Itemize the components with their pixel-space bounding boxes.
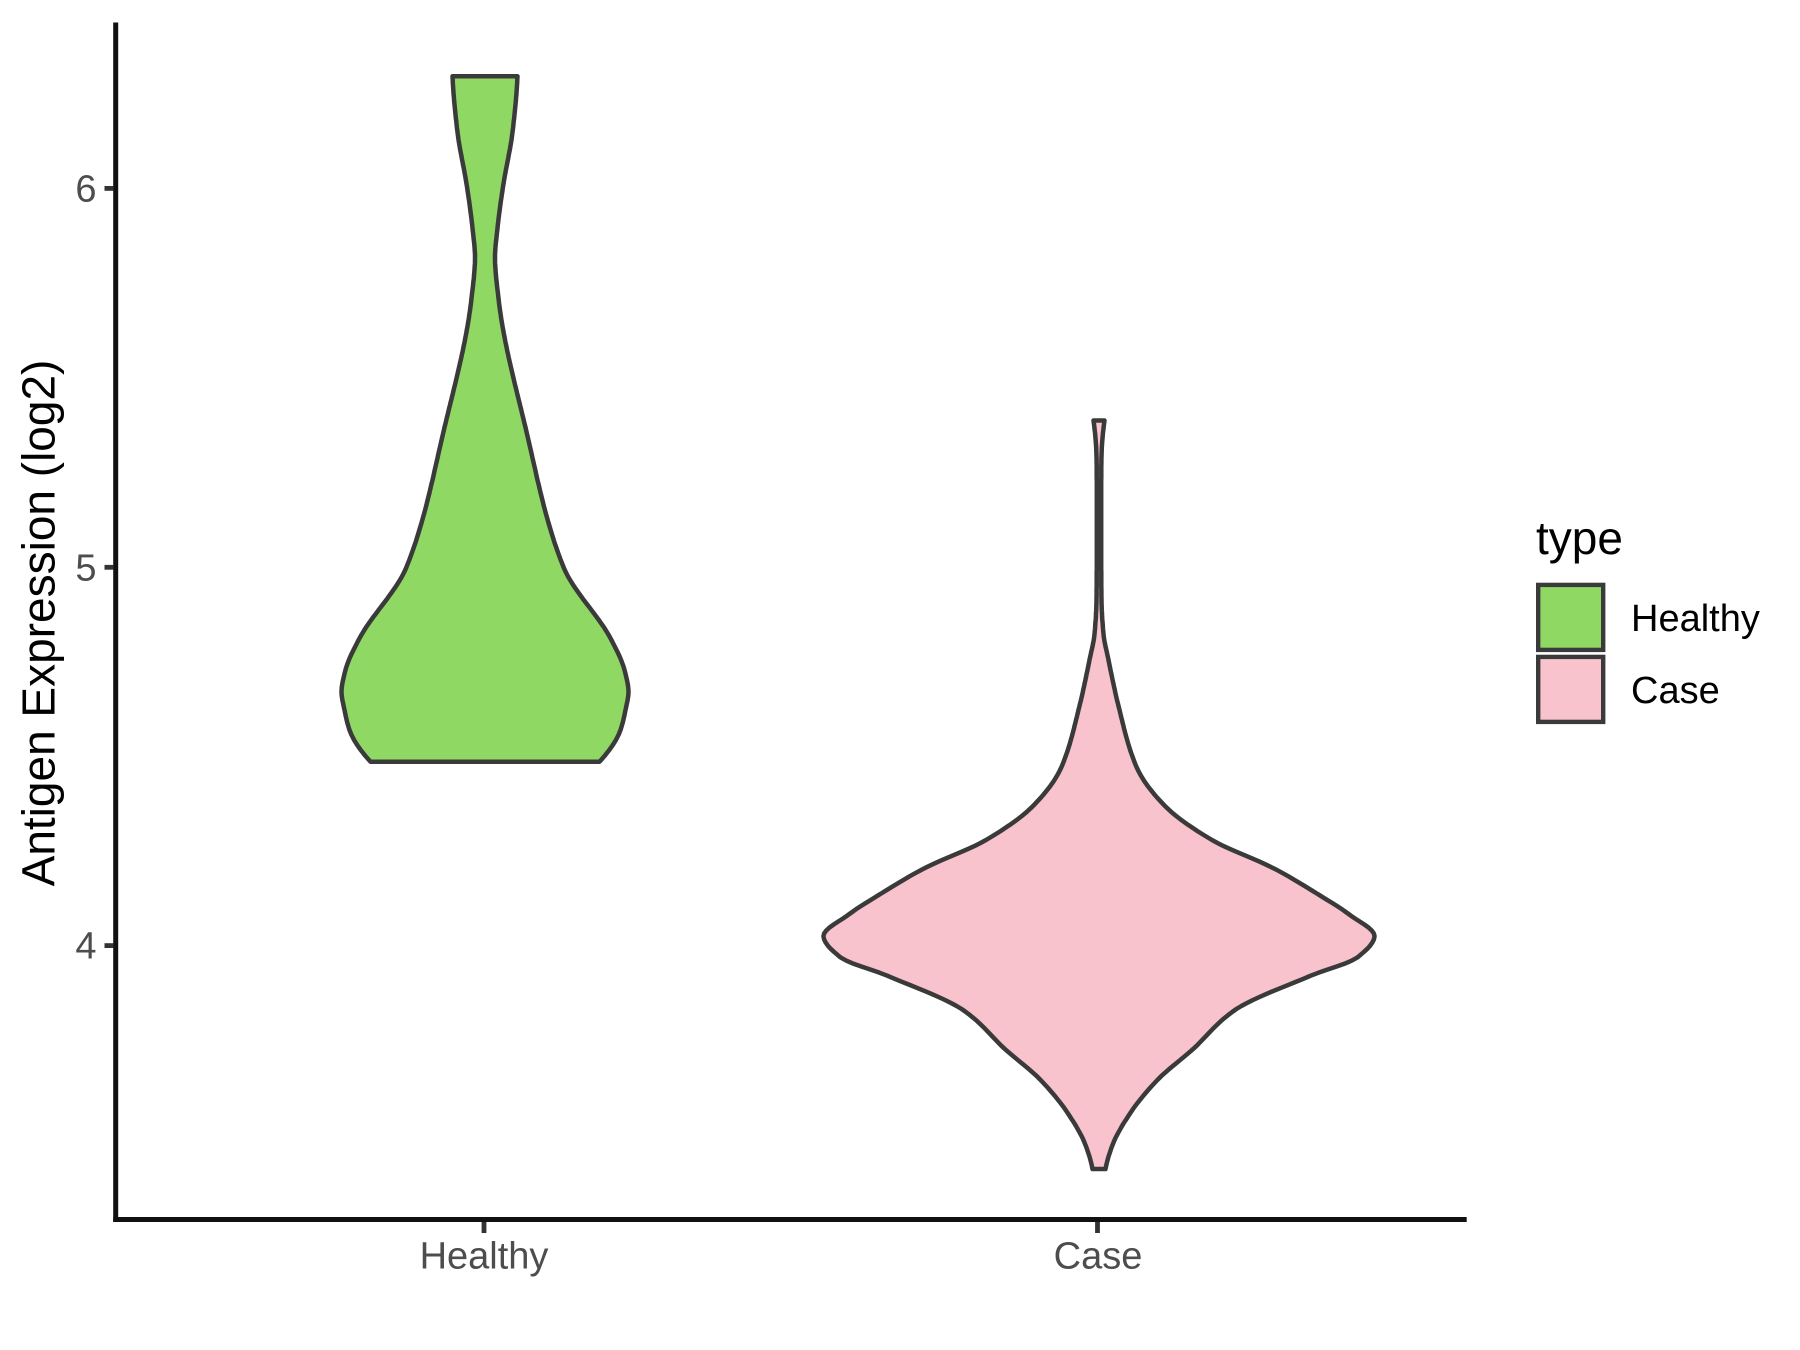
svg-text:Case: Case [1054,1235,1143,1277]
svg-text:Healthy: Healthy [1631,598,1760,640]
svg-text:6: 6 [75,169,96,211]
svg-text:5: 5 [75,547,96,589]
svg-text:4: 4 [75,926,96,968]
svg-text:Healthy: Healthy [420,1235,549,1277]
svg-text:Case: Case [1631,670,1720,712]
svg-text:type: type [1536,512,1623,564]
svg-text:Antigen Expression (log2): Antigen Expression (log2) [12,360,64,887]
